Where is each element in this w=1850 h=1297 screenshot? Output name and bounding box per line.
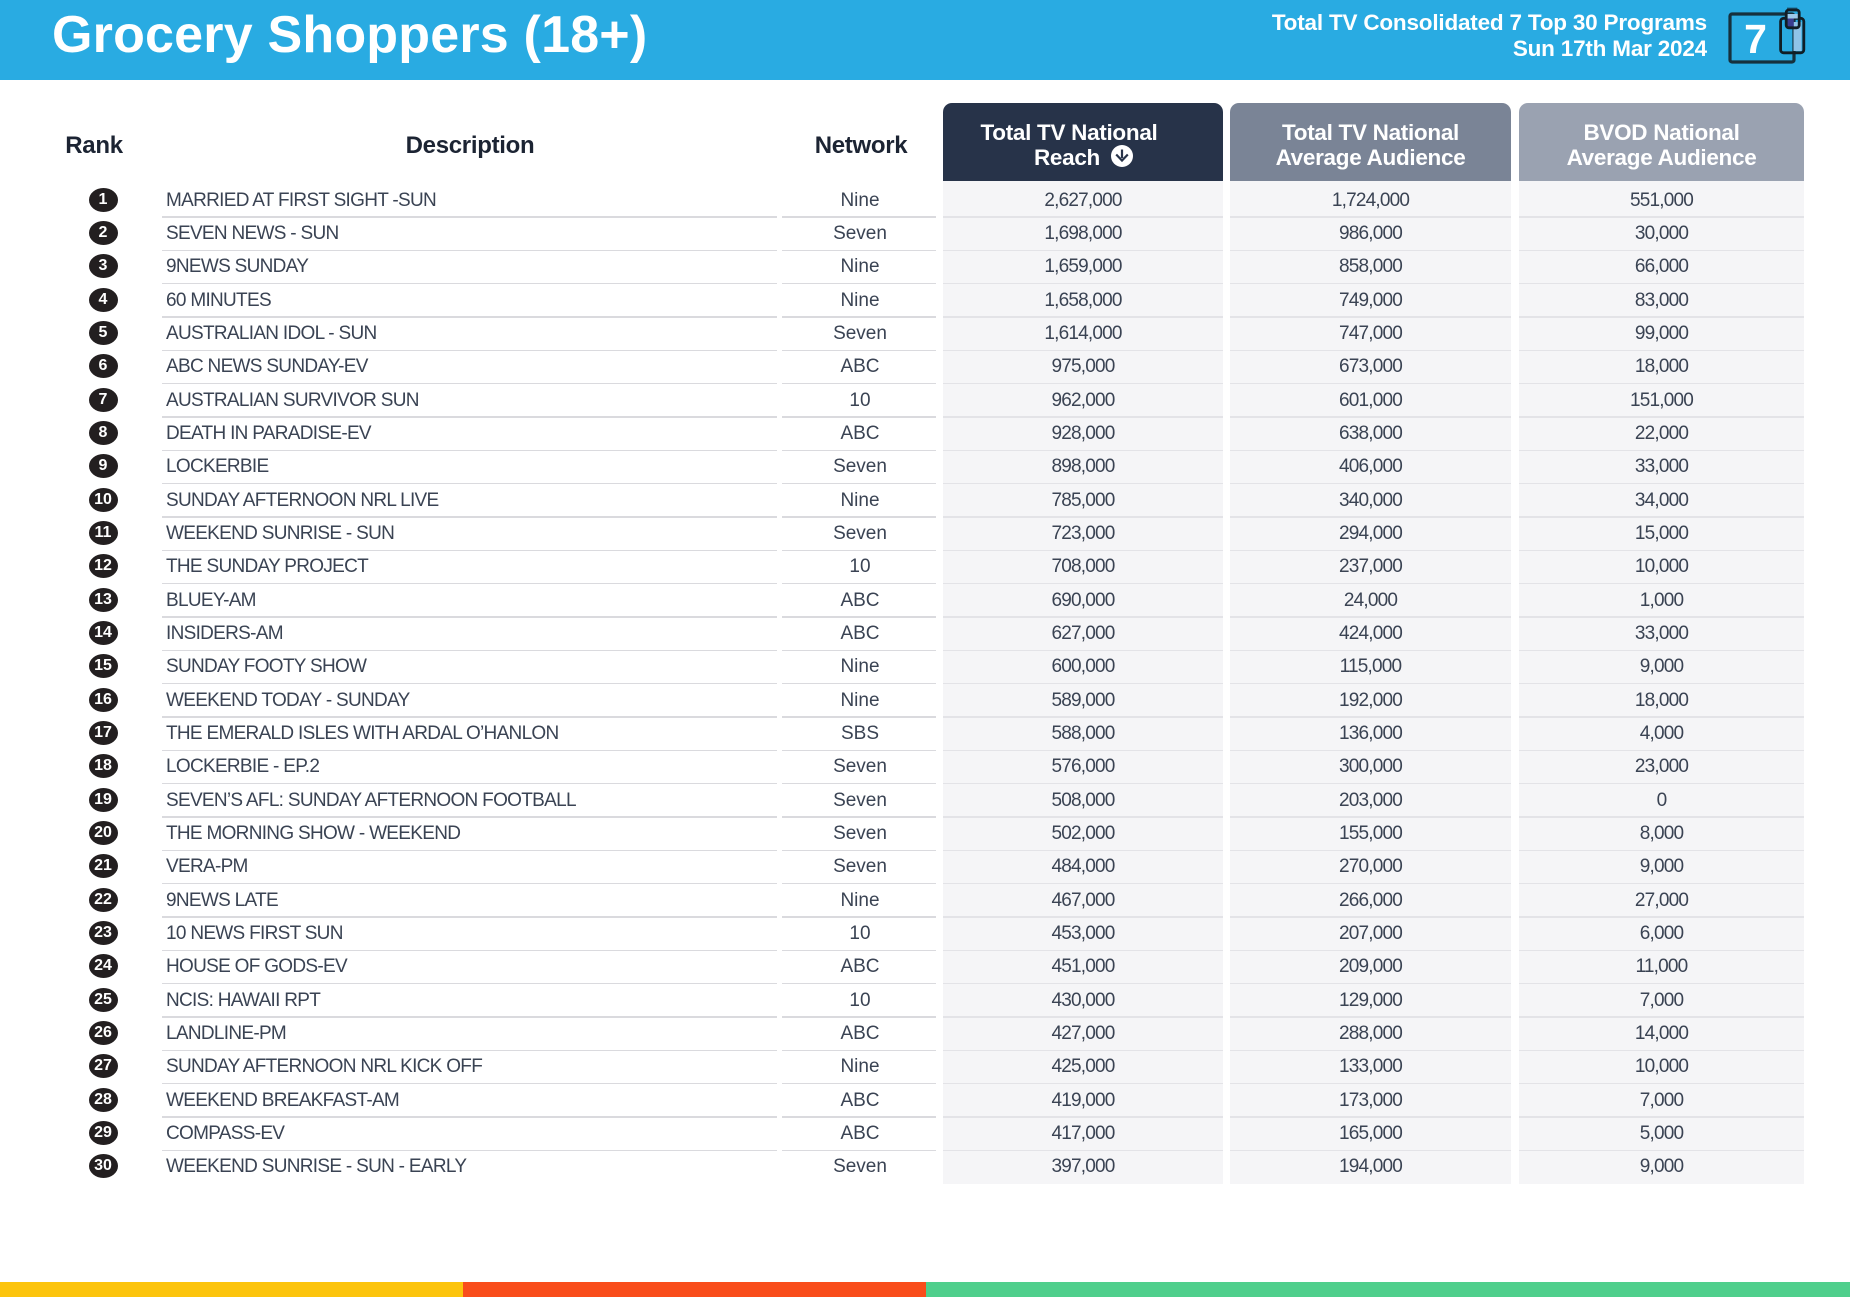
svg-text:7: 7 xyxy=(1744,16,1767,62)
